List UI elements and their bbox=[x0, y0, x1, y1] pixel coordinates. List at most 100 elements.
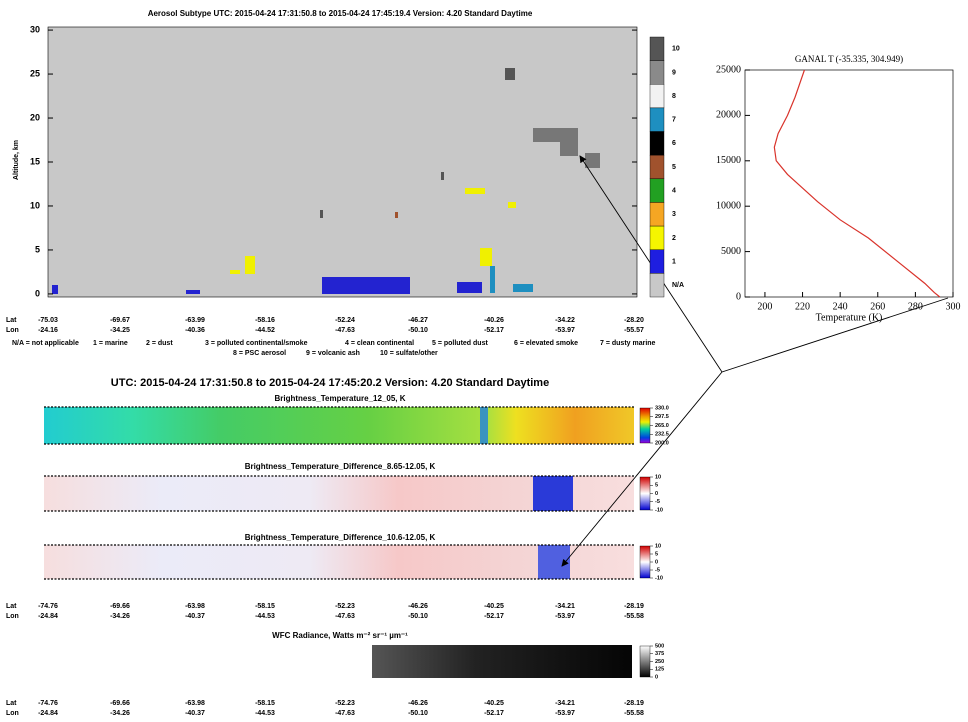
legend-entry: 3 = polluted continental/smoke bbox=[205, 340, 308, 347]
lon-value: -34.25 bbox=[110, 327, 130, 334]
x-tick-label: 240 bbox=[833, 301, 848, 312]
lon-label: Lon bbox=[6, 327, 19, 334]
lat-value: -46.27 bbox=[408, 317, 428, 324]
lat-label: Lat bbox=[6, 603, 17, 610]
colorbar-label: 0 bbox=[655, 491, 658, 497]
colorbar-label: 200.0 bbox=[655, 440, 669, 446]
curtain-background bbox=[47, 26, 638, 298]
legend-entry: 10 = sulfate/other bbox=[380, 350, 438, 357]
colorbar-label: 297.5 bbox=[655, 414, 669, 420]
x-tick-label: 280 bbox=[908, 301, 923, 312]
lat-value: -52.23 bbox=[335, 603, 355, 610]
y-tick-label: 10000 bbox=[716, 200, 741, 211]
colorbar bbox=[639, 476, 651, 511]
legend-entry: 9 = volcanic ash bbox=[306, 350, 360, 357]
lat-value: -52.23 bbox=[335, 700, 355, 707]
profile-line bbox=[773, 69, 941, 298]
lat-value: -40.26 bbox=[484, 317, 504, 324]
lat-value: -63.98 bbox=[185, 700, 205, 707]
lat-label: Lat bbox=[6, 700, 17, 707]
lat-value: -40.25 bbox=[484, 700, 504, 707]
strip-title: Brightness_Temperature_Difference_10.6-1… bbox=[245, 533, 436, 542]
colorbar-label: 4 bbox=[672, 187, 676, 194]
colorbar-swatch bbox=[649, 225, 665, 250]
legend-entry: 6 = elevated smoke bbox=[514, 340, 578, 347]
x-tick-label: 200 bbox=[757, 301, 772, 312]
y-tick-label: 15000 bbox=[716, 155, 741, 166]
strip-title: Brightness_Temperature_12_05, K bbox=[274, 394, 405, 403]
colorbar-label: 10 bbox=[655, 474, 661, 480]
colorbar-label: 2 bbox=[672, 235, 676, 242]
y-tick-label: 25 bbox=[30, 68, 40, 78]
colorbar-swatch bbox=[649, 107, 665, 132]
legend-entry: 5 = polluted dust bbox=[432, 340, 488, 347]
lon-value: -47.63 bbox=[335, 613, 355, 620]
lat-value: -34.22 bbox=[555, 317, 575, 324]
panel-header: UTC: 2015-04-24 17:31:50.8 to 2015-04-24… bbox=[111, 377, 549, 389]
y-tick-label: 10 bbox=[30, 200, 40, 210]
lat-value: -69.67 bbox=[110, 317, 130, 324]
lon-value: -40.37 bbox=[185, 613, 205, 620]
lon-value: -52.17 bbox=[484, 613, 504, 620]
colorbar-swatch bbox=[649, 36, 665, 61]
lon-value: -44.53 bbox=[255, 613, 275, 620]
lat-value: -63.98 bbox=[185, 603, 205, 610]
colorbar-label: -10 bbox=[655, 507, 663, 513]
lat-value: -34.21 bbox=[555, 700, 575, 707]
colorbar-label: 6 bbox=[672, 140, 676, 147]
lat-value: -75.03 bbox=[38, 317, 58, 324]
lon-label: Lon bbox=[6, 710, 19, 717]
strip-borders bbox=[44, 406, 634, 580]
colorbar bbox=[639, 407, 651, 444]
colorbar bbox=[639, 545, 651, 579]
colorbar-label: 125 bbox=[655, 667, 664, 673]
lat-value: -63.99 bbox=[185, 317, 205, 324]
legend-entry: 8 = PSC aerosol bbox=[233, 350, 286, 357]
lon-value: -52.17 bbox=[484, 327, 504, 334]
strip-title: WFC Radiance, Watts m⁻² sr⁻¹ µm⁻¹ bbox=[272, 631, 408, 640]
lat-value: -40.25 bbox=[484, 603, 504, 610]
aerosol-features bbox=[52, 68, 600, 294]
y-tick-label: 20 bbox=[30, 112, 40, 122]
colorbar-swatch bbox=[649, 131, 665, 156]
colorbar-label: 330.0 bbox=[655, 405, 669, 411]
wfc-image bbox=[372, 645, 632, 678]
lon-value: -47.63 bbox=[335, 710, 355, 717]
colorbar-swatch bbox=[649, 249, 665, 274]
lon-value: -55.58 bbox=[624, 613, 644, 620]
y-tick-label: 5 bbox=[35, 244, 40, 254]
colorbar-label: N/A bbox=[672, 282, 684, 289]
lon-value: -53.97 bbox=[555, 710, 575, 717]
btd865-blue-band bbox=[533, 476, 573, 511]
lat-value: -34.21 bbox=[555, 603, 575, 610]
lon-value: -55.58 bbox=[624, 710, 644, 717]
x-tick-label: 260 bbox=[870, 301, 885, 312]
colorbar-label: 8 bbox=[672, 93, 676, 100]
lon-value: -47.63 bbox=[335, 327, 355, 334]
lon-value: -52.17 bbox=[484, 710, 504, 717]
lat-value: -58.15 bbox=[255, 603, 275, 610]
lat-value: -74.76 bbox=[38, 700, 58, 707]
colorbar-label: 1 bbox=[672, 258, 676, 265]
x-axis-label: Temperature (K) bbox=[816, 312, 883, 323]
colorbar-label: 10 bbox=[672, 46, 680, 53]
legend-entry: 2 = dust bbox=[146, 340, 173, 347]
lon-value: -24.84 bbox=[38, 710, 58, 717]
bt12-cold-band bbox=[480, 407, 488, 444]
colorbar-label: 250 bbox=[655, 659, 664, 665]
lat-value: -28.19 bbox=[624, 700, 644, 707]
lon-value: -40.37 bbox=[185, 710, 205, 717]
lon-value: -50.10 bbox=[408, 710, 428, 717]
y-tick-label: 0 bbox=[35, 288, 40, 298]
colorbar-label: 500 bbox=[655, 643, 664, 649]
y-tick-label: 30 bbox=[30, 24, 40, 34]
legend-entry: N/A = not applicable bbox=[12, 340, 79, 347]
y-tick-label: 15 bbox=[30, 156, 40, 166]
colorbar-label: -5 bbox=[655, 499, 660, 505]
colorbar-label: -5 bbox=[655, 567, 660, 573]
lon-value: -53.97 bbox=[555, 613, 575, 620]
x-tick-label: 220 bbox=[795, 301, 810, 312]
colorbar-swatch bbox=[649, 273, 665, 298]
lon-value: -40.36 bbox=[185, 327, 205, 334]
